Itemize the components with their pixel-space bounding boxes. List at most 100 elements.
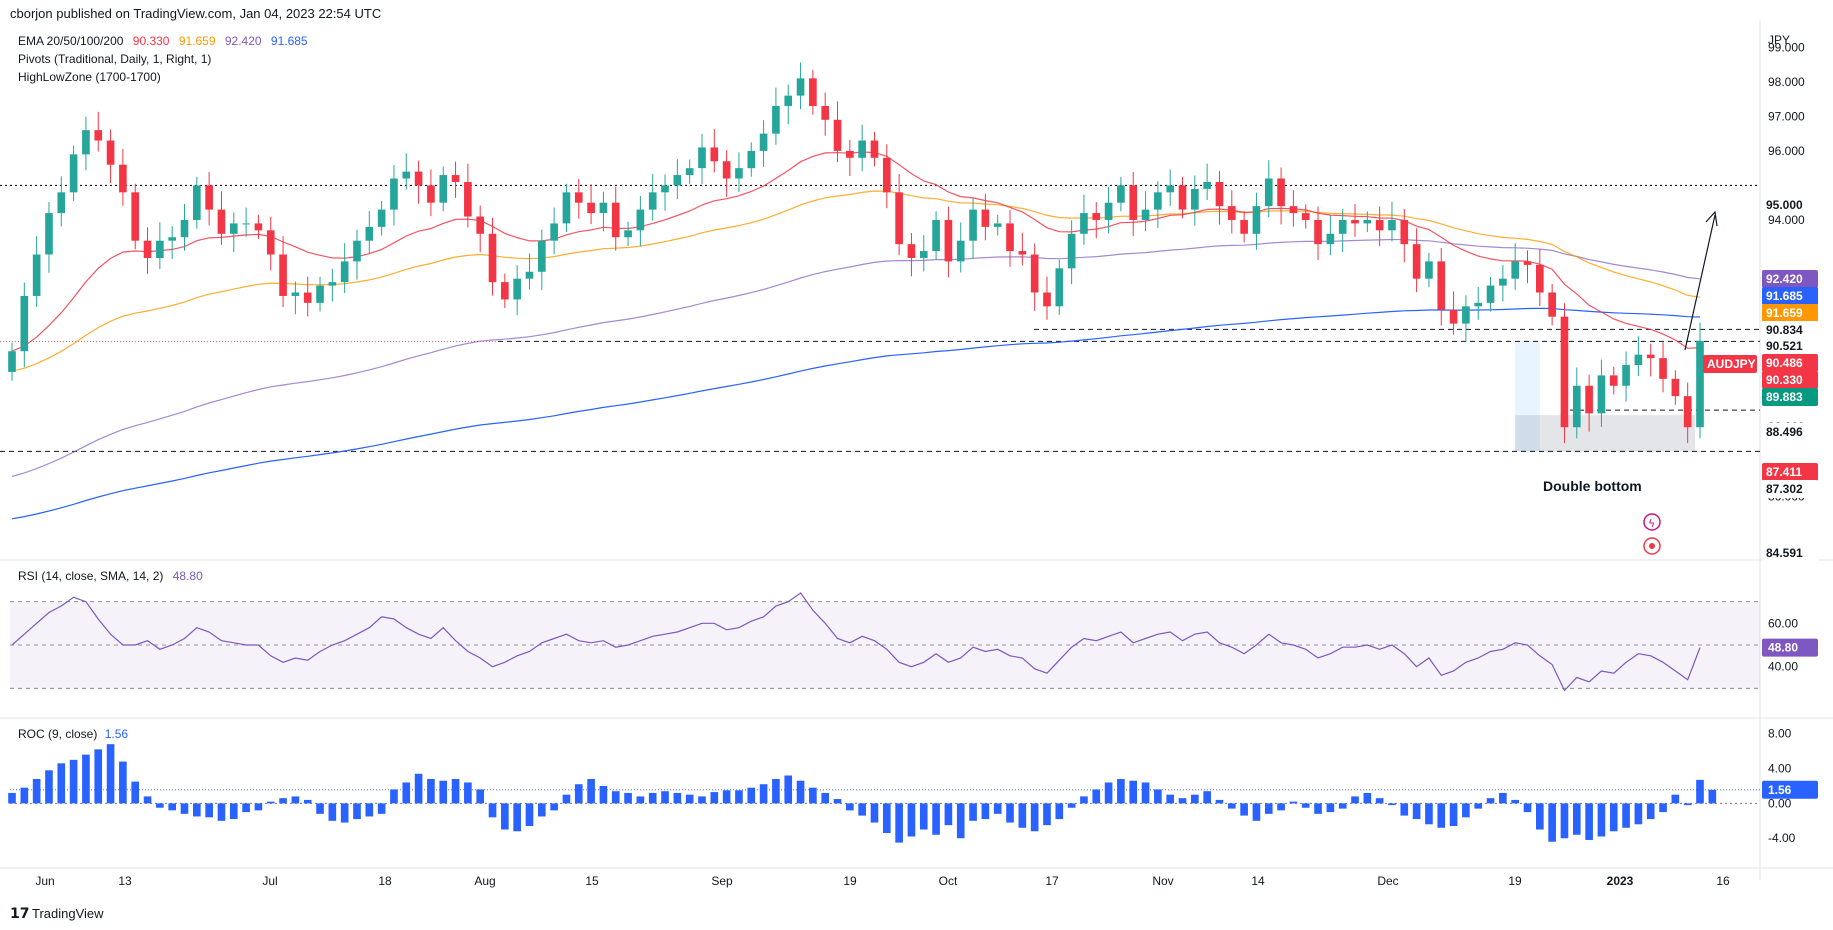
roc-bar	[1634, 803, 1643, 825]
roc-bar	[747, 787, 756, 804]
candle-body	[340, 261, 349, 283]
price-tag-label: 89.883	[1766, 390, 1803, 404]
roc-bar	[1227, 803, 1236, 809]
rsi-levels	[10, 601, 1760, 689]
price-tag-label: 87.411	[1766, 465, 1802, 479]
roc-bar	[710, 792, 719, 804]
time-tick-label: 16	[1716, 874, 1730, 888]
candle-body	[1264, 178, 1273, 207]
symbol-tag: AUDJPY	[1707, 357, 1756, 371]
ema-100-line	[11, 238, 1701, 478]
price-tag-label: 87.302	[1766, 482, 1803, 496]
double-bottom-zone-blue	[1515, 340, 1540, 452]
roc-bar	[1067, 803, 1076, 808]
time-tick-label: 2023	[1607, 874, 1634, 888]
roc-tick-label: 4.00	[1768, 762, 1792, 776]
candle-body	[1536, 264, 1544, 293]
roc-bar	[1597, 803, 1606, 837]
roc-bar	[919, 803, 928, 830]
roc-bar	[1264, 803, 1273, 814]
candle-body	[353, 240, 361, 262]
roc-legend-value: 1.56	[105, 727, 129, 741]
roc-bar	[143, 796, 152, 804]
roc-bar	[833, 799, 842, 804]
tradingview-brand[interactable]: TradingView	[32, 906, 104, 921]
tradingview-logo-icon[interactable]: 17	[10, 906, 29, 922]
roc-bar	[1314, 803, 1322, 814]
candle-body	[981, 209, 990, 227]
roc-bar	[648, 792, 657, 804]
roc-bar	[217, 803, 226, 821]
candle-body	[414, 171, 423, 186]
price-tag-label: 91.685	[1766, 289, 1803, 303]
flash-event-icon[interactable]	[1643, 513, 1661, 531]
roc-bar	[1154, 789, 1162, 804]
roc-bar	[365, 803, 374, 817]
roc-bar	[1166, 794, 1175, 804]
candle-body	[1018, 251, 1027, 255]
roc-bar	[119, 761, 127, 804]
candle-body	[501, 282, 509, 300]
candle-body	[402, 171, 411, 179]
roc-bar	[1030, 803, 1039, 832]
roc-bar	[550, 803, 558, 811]
candle-body	[57, 192, 66, 214]
roc-bar	[882, 803, 891, 833]
candle-body	[1659, 358, 1667, 379]
candle-body	[1486, 285, 1495, 303]
price-tag-bg	[1762, 463, 1818, 481]
roc-bar	[1326, 803, 1335, 813]
candle-body	[1597, 375, 1606, 414]
candle-body	[365, 226, 374, 241]
candle-body	[1499, 278, 1507, 286]
horizontal-levels	[0, 184, 1760, 452]
roc-bar	[266, 801, 275, 804]
candle-body	[69, 154, 78, 193]
time-tick-label: Oct	[939, 874, 958, 888]
roc-bar	[1178, 798, 1187, 804]
candle-body	[944, 219, 953, 262]
candle-body	[451, 175, 460, 182]
candle-body	[772, 105, 780, 134]
candle-body	[1154, 192, 1162, 210]
candle-body	[1055, 268, 1064, 307]
roc-bar	[1486, 798, 1495, 804]
roc-bar	[1388, 803, 1396, 806]
candle-body	[82, 130, 90, 155]
roc-bar	[439, 780, 448, 804]
candle-body	[131, 192, 140, 241]
candle-body	[759, 133, 768, 151]
roc-bar	[464, 782, 472, 804]
candle-body	[784, 95, 793, 106]
roc-bar	[1043, 803, 1051, 826]
candle-body	[377, 209, 386, 227]
roc-bar	[45, 770, 53, 804]
candle-body	[1511, 261, 1520, 279]
roc-bar	[1104, 782, 1113, 804]
candle-body	[1351, 219, 1359, 224]
price-tag-label: 88.496	[1766, 425, 1803, 439]
candle-body	[1043, 292, 1051, 307]
roc-value-tag: 1.56	[1768, 783, 1792, 797]
time-tick-label: 15	[585, 874, 599, 888]
candle-body	[1314, 219, 1322, 245]
candle-body	[168, 237, 176, 241]
candle-body	[279, 254, 287, 296]
roc-bar	[772, 779, 780, 804]
flash-event-glyph: ϟ	[1648, 517, 1655, 530]
roc-value-tag-bg	[1762, 780, 1818, 799]
roc-bar	[1622, 803, 1630, 828]
double-bottom-zone	[1515, 415, 1695, 452]
rsi-axis-ticks: 60.00 40.00 48.80	[1762, 616, 1818, 674]
candle-body	[1227, 206, 1236, 220]
price-tag-bg	[1762, 423, 1818, 441]
candle-body	[1449, 309, 1458, 324]
roc-bar	[759, 784, 768, 804]
dividend-event-icon[interactable]	[1643, 537, 1661, 555]
price-tag-bg	[1762, 480, 1818, 498]
roc-bar	[1018, 803, 1027, 828]
pivots-legend: Pivots (Traditional, Daily, 1, Right, 1)	[18, 52, 211, 66]
roc-bar	[895, 803, 903, 843]
candle-body	[722, 161, 731, 179]
